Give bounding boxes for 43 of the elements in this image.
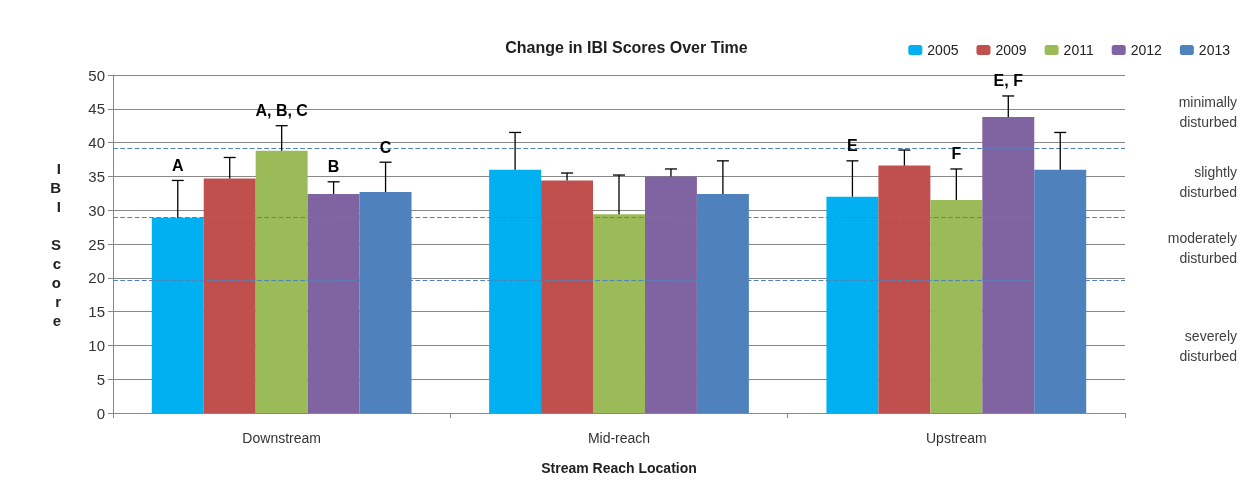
bar [593,214,645,413]
bar [930,200,983,413]
bar [151,217,204,413]
bar [644,176,697,413]
x-axis-title: Stream Reach Location [541,460,697,476]
text: moderately disturbed [1167,230,1237,267]
data-label: E, F [993,72,1024,90]
y-tick-label: 10 [88,336,105,354]
x-tick-label: Mid-reach [587,430,651,446]
bar [541,180,594,413]
bar [982,116,1035,413]
y-tick-label: 20 [88,269,105,287]
bar [826,196,879,413]
chart-title: Change in IBI Scores Over Time [505,38,748,56]
legend-label: 2005 [927,42,959,58]
data-label: F [951,145,962,163]
data-label: A [171,156,184,174]
y-tick-label: 45 [88,100,105,118]
bar [489,169,542,413]
bar [203,178,256,413]
legend-label: 2011 [1063,42,1094,58]
x-tick-label: Upstream [925,430,987,446]
y-tick-label: 35 [88,167,105,185]
y-tick-label: 40 [88,134,105,152]
y-tick-label: 5 [96,370,105,388]
legend-label: 2009 [995,42,1027,58]
data-label: A, B, C [255,102,309,120]
y-tick-label: 50 [88,66,105,84]
bar [878,165,931,413]
bar [307,193,360,413]
y-tick-label: 25 [88,235,105,253]
y-tick-label: 30 [88,201,105,219]
y-tick-label: 15 [88,303,105,321]
legend-label: 2013 [1198,42,1231,58]
text: IBI Score [50,159,61,329]
legend-label: 2012 [1130,42,1163,58]
y-tick-label: 0 [96,404,105,422]
text: minimally disturbed [1178,93,1237,130]
bar [255,150,308,413]
data-label: B [327,158,340,176]
text: slightly disturbed [1179,164,1237,201]
x-tick-label: Downstream [242,430,321,446]
text: severely disturbed [1179,328,1237,365]
